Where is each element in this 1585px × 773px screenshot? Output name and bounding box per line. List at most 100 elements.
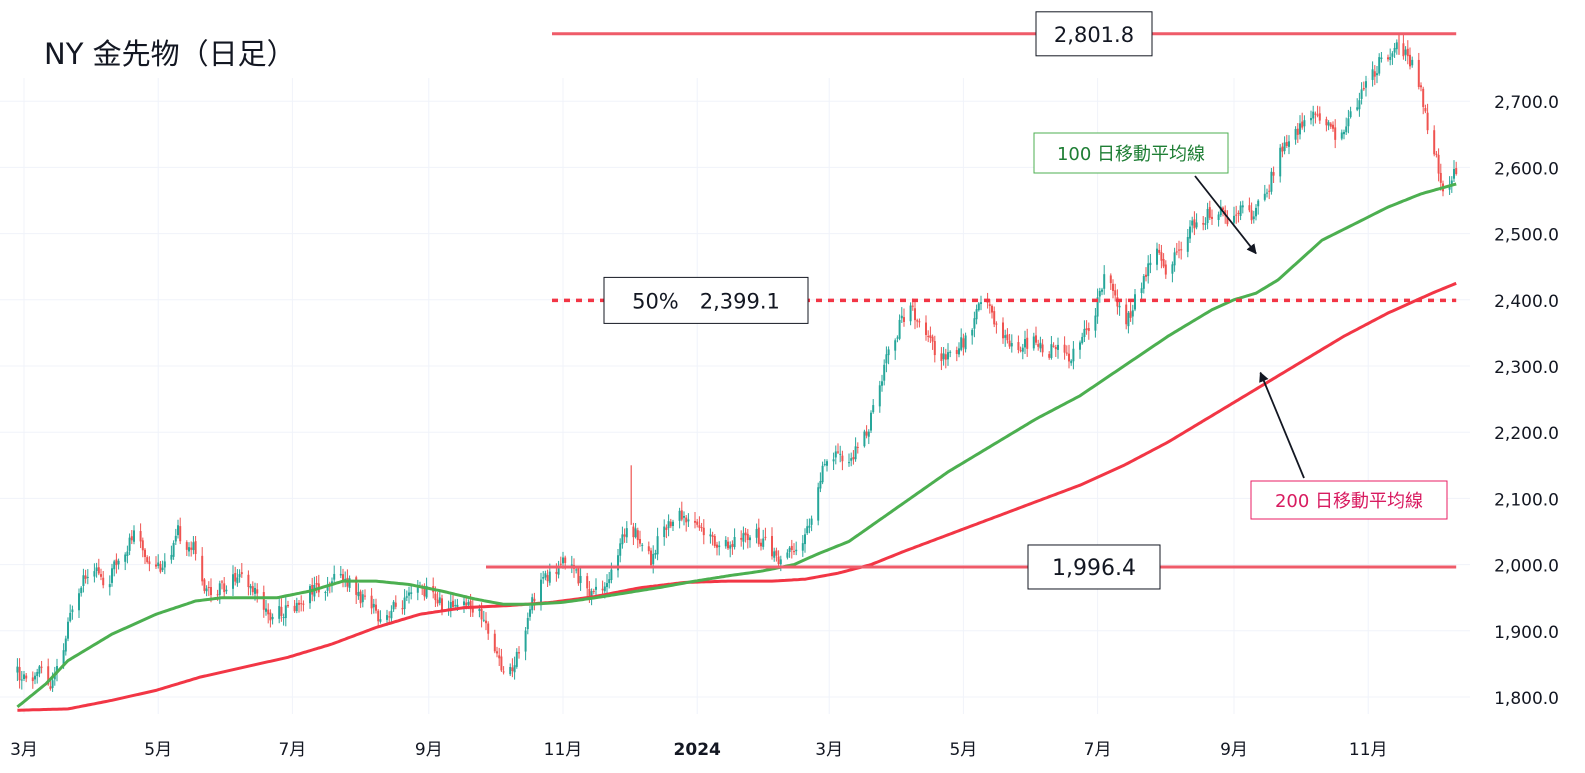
candle-body	[1002, 322, 1004, 339]
candle-body	[130, 536, 133, 541]
candle-body	[988, 304, 991, 306]
candle-body	[647, 546, 650, 552]
candle-body	[416, 585, 419, 593]
candle-body	[914, 308, 916, 321]
candle-body	[36, 671, 39, 677]
candle-body	[18, 667, 21, 681]
candle-body	[760, 542, 762, 547]
candle-body	[601, 588, 604, 591]
candle-body	[1131, 310, 1134, 317]
candle-body	[293, 605, 296, 612]
candle-body	[848, 462, 850, 464]
candle-body	[944, 354, 947, 360]
candle-body	[740, 537, 743, 540]
candle-body	[108, 584, 111, 588]
candle-body	[456, 604, 459, 608]
candle-body	[713, 536, 716, 547]
candle-body	[298, 602, 300, 605]
candle-body	[1439, 172, 1442, 183]
candle-body	[357, 592, 360, 597]
candle-body	[390, 610, 393, 619]
candle-body	[1149, 262, 1152, 266]
candle-body	[170, 554, 173, 560]
candle-body	[678, 510, 681, 521]
candle-body	[465, 602, 468, 606]
candle-body	[64, 638, 67, 652]
candle-body	[221, 581, 223, 583]
candle-body	[856, 446, 859, 448]
candle-body	[1162, 258, 1165, 267]
gridlines	[0, 78, 1470, 714]
candle-body	[287, 604, 289, 607]
candle-body	[608, 579, 611, 584]
candle-body	[201, 555, 204, 582]
candle-body	[518, 652, 520, 654]
candle-body	[621, 534, 624, 545]
candle-body	[1079, 342, 1081, 350]
candle-body	[1345, 126, 1348, 133]
candle-body	[441, 598, 443, 611]
x-tick-label: 5月	[949, 740, 977, 760]
candle-body	[339, 573, 342, 576]
candle-body	[669, 521, 672, 527]
candle-body	[205, 588, 208, 592]
x-tick-label: 11月	[544, 740, 583, 760]
candle-body	[663, 526, 666, 538]
candle-body	[1224, 210, 1227, 216]
candle-body	[1285, 141, 1288, 146]
candle-body	[1272, 172, 1275, 176]
candle-body	[870, 412, 872, 431]
candle-body	[1404, 49, 1407, 55]
candle-body	[192, 542, 195, 551]
candle-body	[1301, 121, 1304, 128]
x-tick-label: 9月	[415, 740, 443, 760]
candle-body	[1039, 342, 1042, 349]
candle-body	[931, 336, 934, 342]
candle-body	[929, 335, 932, 338]
candle-body	[485, 620, 487, 624]
candle-body	[887, 349, 890, 356]
candle-body	[1178, 249, 1180, 251]
candle-body	[698, 525, 701, 528]
candle-body	[1070, 360, 1073, 364]
candle-body	[806, 526, 809, 534]
ma100-line	[16, 182, 1457, 709]
candle-body	[1281, 146, 1284, 152]
candle-body	[282, 617, 285, 619]
candle-body	[1296, 128, 1299, 135]
candle-body	[557, 565, 560, 575]
candle-body	[1422, 88, 1425, 107]
candle-body	[562, 557, 564, 564]
candle-body	[1017, 342, 1020, 350]
candle-body	[625, 528, 628, 538]
candle-body	[1378, 57, 1381, 74]
ma100-label-box	[1033, 132, 1229, 174]
candle-body	[436, 599, 439, 604]
candle-body	[1241, 205, 1244, 208]
candle-body	[269, 612, 272, 621]
candle-body	[955, 350, 958, 354]
candle-body	[1411, 59, 1414, 66]
candle-body	[452, 600, 454, 607]
candle-body	[1098, 290, 1101, 297]
candle-body	[49, 686, 52, 689]
candle-body	[207, 586, 210, 588]
candle-body	[1248, 205, 1251, 211]
candle-body	[940, 353, 943, 362]
candle-body	[667, 521, 670, 529]
candle-body	[1147, 263, 1150, 277]
candle-body	[498, 655, 501, 659]
candle-body	[1204, 223, 1207, 225]
candle-body	[1114, 290, 1117, 296]
x-tick-label: 5月	[144, 740, 172, 760]
candle-body	[295, 602, 298, 612]
candle-body	[355, 577, 358, 595]
candle-body	[438, 597, 441, 604]
candle-body	[575, 569, 578, 571]
x-tick-label: 3月	[815, 740, 843, 760]
candle-body	[502, 671, 505, 673]
candle-body	[315, 582, 318, 585]
candle-body	[370, 595, 373, 609]
candle-body	[56, 666, 58, 674]
candle-body	[1087, 328, 1090, 331]
